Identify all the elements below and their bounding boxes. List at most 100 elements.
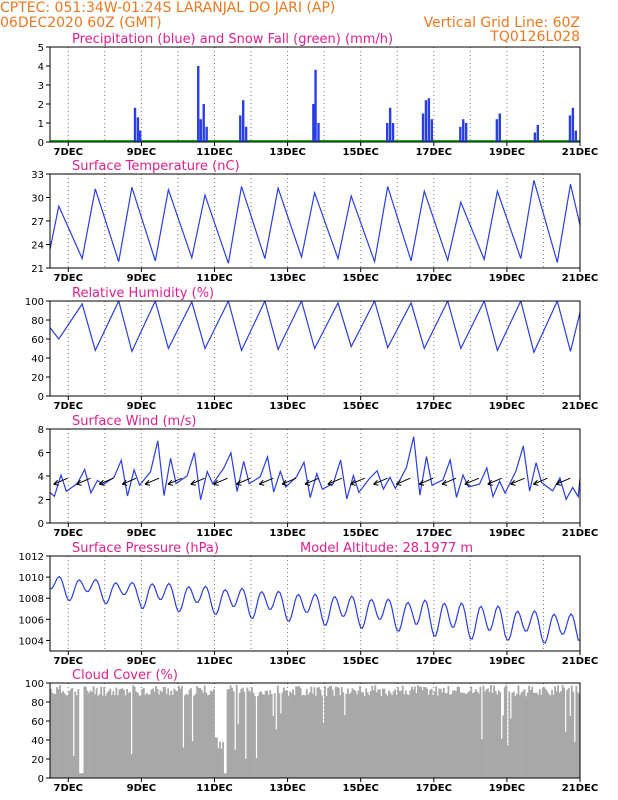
cloud-bar <box>132 685 135 778</box>
precip-bar <box>197 66 200 142</box>
cloud-bar <box>359 685 361 778</box>
precip-bar <box>574 130 578 142</box>
cloud-bar <box>278 693 281 778</box>
cloud-bar <box>182 747 185 778</box>
x-tick-label: 15DEC <box>342 401 378 412</box>
cloud-bar <box>424 687 427 778</box>
cloud-bar <box>514 696 517 778</box>
cloud-bar <box>63 693 66 778</box>
cloud-bar <box>506 745 509 778</box>
cloud-bar <box>544 689 547 778</box>
cloud-bar <box>133 686 136 778</box>
wind-arrow <box>464 477 480 486</box>
cloud-bar <box>458 686 460 778</box>
cloud-bar <box>272 716 275 778</box>
cloud-bar <box>447 686 450 778</box>
cloud-bar <box>228 689 231 778</box>
cloud-bar <box>476 691 479 778</box>
cloud-bar <box>106 692 109 778</box>
wind-arrow <box>441 477 457 486</box>
cloud-bar <box>263 694 266 778</box>
cloud-bar <box>62 691 65 778</box>
cloud-bar <box>325 696 328 778</box>
cloud-bar <box>153 691 156 778</box>
cloud-bar <box>529 690 532 778</box>
cloud-bar <box>293 695 296 778</box>
chart-title: Precipitation (blue) and Snow Fall (gree… <box>72 32 393 47</box>
cloud-bar <box>136 692 139 778</box>
y-tick-label: 1004 <box>19 636 44 647</box>
cloud-bar <box>356 694 358 778</box>
cloud-bar <box>310 686 313 778</box>
cloud-bar <box>162 686 165 778</box>
series-group <box>50 301 580 355</box>
cloud-bar <box>110 695 113 778</box>
cloud-bar <box>95 688 98 778</box>
cloud-bar <box>345 693 348 778</box>
cloud-bar <box>206 695 209 778</box>
cloud-bar <box>343 714 346 778</box>
y-tick-label: 30 <box>31 194 44 205</box>
cloud-bar <box>129 691 132 778</box>
cloud-bar <box>551 690 553 778</box>
cloud-bar <box>214 737 217 778</box>
cloud-bar <box>238 692 241 778</box>
cloud-bar <box>481 739 483 778</box>
header-grid-line: Vertical Grid Line: 60Z <box>424 15 580 31</box>
x-tick-label: 13DEC <box>269 273 305 284</box>
cloud-bar <box>190 688 192 778</box>
x-tick-label: 17DEC <box>416 401 452 412</box>
precip-bar <box>424 100 428 142</box>
cloud-bar <box>200 689 203 778</box>
x-tick-label: 9DEC <box>127 783 156 794</box>
cloud-bar <box>430 688 433 778</box>
cloud-bar <box>432 695 435 778</box>
cloud-bar <box>348 694 351 778</box>
precip-bar <box>498 113 501 142</box>
cloud-bar <box>441 692 444 778</box>
cloud-bar <box>482 685 485 778</box>
wind-arrow <box>236 477 251 486</box>
cloud-bar <box>500 738 503 778</box>
cloud-bar <box>375 692 378 778</box>
cloud-bar <box>360 692 363 778</box>
x-tick-label: 21DEC <box>562 783 598 794</box>
x-tick-label: 21DEC <box>562 656 598 667</box>
cloud-bar <box>512 691 515 778</box>
cloud-bar <box>528 685 531 778</box>
cloud-bar <box>196 685 199 778</box>
cloud-bar <box>560 691 563 778</box>
cloud-bar <box>266 690 269 778</box>
cloud-bar <box>188 689 191 778</box>
cloud-bar <box>417 685 419 778</box>
precip-bar <box>464 123 468 142</box>
cloud-bar <box>313 687 316 778</box>
cloud-bar <box>304 695 307 778</box>
y-tick-label: 0 <box>38 392 44 403</box>
cloud-bar <box>83 686 86 778</box>
y-tick-label: 1010 <box>19 573 44 584</box>
chart-title: Surface Pressure (hPa) <box>72 541 219 556</box>
cloud-bar <box>255 758 258 778</box>
cloud-bar <box>80 773 83 778</box>
x-tick-label: 11DEC <box>196 656 232 667</box>
cloud-bar <box>538 689 541 778</box>
cloud-bar <box>187 694 189 778</box>
cloud-bar <box>490 685 492 778</box>
cloud-bar <box>418 686 421 778</box>
cloud-bar <box>366 692 369 778</box>
cloud-bar <box>276 685 279 778</box>
cloud-bar <box>423 686 425 778</box>
cloud-bar <box>491 692 494 778</box>
precip-bar <box>136 117 140 142</box>
cloud-bar <box>142 688 145 778</box>
precip-bar <box>138 130 142 142</box>
wind-arrow <box>578 482 580 485</box>
plot-frame <box>49 428 581 524</box>
cloud-bar <box>485 689 488 778</box>
y-tick-label: 60 <box>31 335 44 346</box>
cloud-bar <box>566 689 569 778</box>
x-tick-label: 19DEC <box>489 528 525 539</box>
y-tick-label: 80 <box>31 316 44 327</box>
cloud-bar <box>89 690 92 778</box>
